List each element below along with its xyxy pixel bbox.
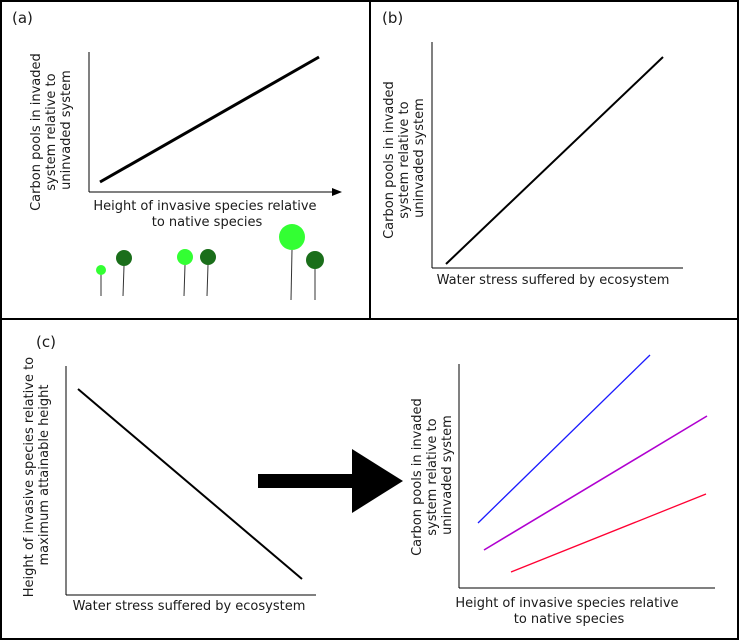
- panel-a-label: (a): [12, 9, 33, 27]
- panel-c-right-axes: [458, 364, 715, 589]
- panel-c-left-ylabel: Height of invasive species relative to m…: [22, 353, 52, 598]
- tree-illustration: [96, 224, 324, 301]
- panel-a-ylabel: Carbon pools in invaded system relative …: [29, 49, 74, 211]
- tree-invasive-large: [279, 224, 305, 301]
- panel-c-left-axes: [65, 366, 316, 596]
- panel-c-right-series-2: [483, 415, 708, 551]
- panel-a-trend-line: [99, 55, 320, 184]
- panel-c-frame: [0, 318, 739, 640]
- panel-c-right-xlabel: Height of invasive species relative to n…: [455, 596, 682, 627]
- panel-b-xlabel: Water stress suffered by ecosystem: [437, 273, 670, 288]
- tree-native-small: [116, 250, 132, 297]
- panel-c-left-xlabel: Water stress suffered by ecosystem: [73, 599, 306, 614]
- panel-c-right-series-3: [510, 493, 707, 573]
- tree-native-medium: [200, 249, 216, 297]
- panel-a-axes: [88, 52, 342, 196]
- tree-invasive-small: [96, 265, 106, 296]
- panel-c-left-trend-line: [77, 388, 303, 580]
- tree-invasive-medium: [177, 249, 193, 297]
- transition-arrow: [258, 449, 403, 513]
- panel-a-xlabel: Height of invasive species relative to n…: [93, 199, 320, 230]
- panel-c-right-ylabel: Carbon pools in invaded system relative …: [410, 394, 455, 556]
- panel-b-trend-line: [445, 56, 664, 265]
- panel-b-ylabel: Carbon pools in invaded system relative …: [382, 77, 427, 239]
- panel-b-label: (b): [382, 9, 403, 27]
- panel-c-right-series-1: [477, 354, 651, 524]
- panel-b-axes: [431, 42, 683, 269]
- panel-c-label: (c): [36, 333, 56, 351]
- tree-native-large: [306, 251, 324, 300]
